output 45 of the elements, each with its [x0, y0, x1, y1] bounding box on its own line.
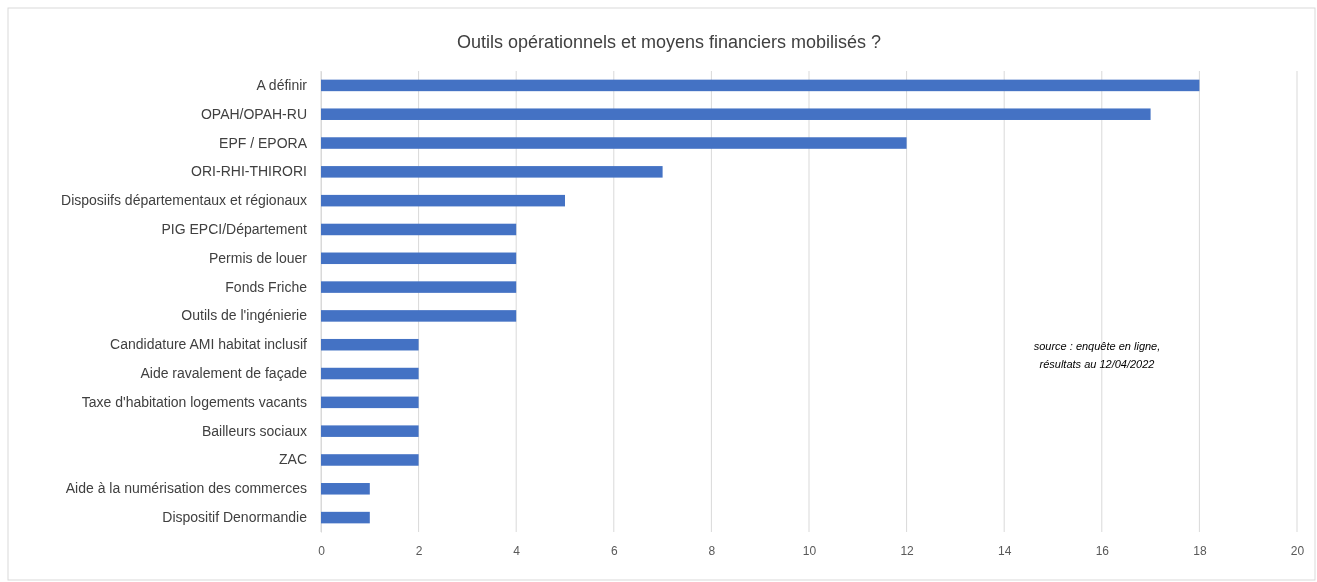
y-tick-label: Disposiifs départementaux et régionaux — [61, 192, 307, 209]
y-tick-label: Fonds Friche — [225, 278, 308, 295]
bar — [321, 511, 370, 524]
y-tick-label: Aide ravalement de façade — [140, 365, 308, 382]
x-tick-label: 4 — [513, 543, 521, 558]
y-tick-label: Dispositif Denormandie — [162, 509, 308, 526]
bar — [321, 166, 663, 178]
chart-title: Outils opérationnels et moyens financiers mobilisés ? — [456, 32, 882, 52]
x-tick-label: 14 — [998, 543, 1012, 558]
x-tick-label: 12 — [900, 543, 915, 558]
bar — [321, 281, 517, 293]
y-tick-label: ZAC — [279, 451, 307, 468]
x-tick-label: 0 — [318, 543, 326, 558]
bar — [321, 79, 1200, 92]
y-tick-label: Outils de l'ingénierie — [181, 307, 308, 324]
y-tick-label: Permis de louer — [208, 249, 308, 266]
bar — [321, 194, 565, 207]
bar — [321, 396, 419, 409]
x-tick-label: 20 — [1290, 543, 1305, 558]
annotation: source : enquête en ligne, résultats au 12/04/2022 — [1033, 340, 1161, 370]
y-tick-label: ORI-RHI-THIRORI — [191, 163, 307, 180]
y-tick-label: OPAH/OPAH-RU — [200, 105, 307, 122]
bar — [321, 367, 419, 380]
y-tick-label: PIG EPCI/Département — [161, 220, 308, 237]
y-tick-label: Bailleurs sociaux — [201, 422, 307, 439]
bar — [321, 425, 419, 437]
x-tick-label: 18 — [1193, 543, 1207, 558]
y-tick-label: Taxe d'habitation logements vacants — [81, 393, 307, 410]
x-tick-label: 8 — [708, 543, 716, 558]
bar — [321, 137, 907, 149]
bar — [321, 454, 419, 466]
x-tick-label: 6 — [610, 543, 618, 558]
y-tick-label: A définir — [256, 76, 308, 93]
y-tick-label: Candidature AMI habitat inclusif — [110, 336, 308, 353]
bar — [321, 108, 1151, 120]
x-tick-label: 10 — [802, 543, 817, 558]
y-tick-label: Aide à la numérisation des commerces — [65, 480, 307, 497]
bar — [321, 310, 517, 322]
bar — [321, 483, 370, 495]
bar — [321, 338, 419, 351]
x-tick-label: 2 — [415, 543, 423, 558]
y-tick-label: EPF / EPORA — [219, 134, 308, 151]
x-tick-label: 16 — [1095, 543, 1110, 558]
bar — [321, 252, 517, 265]
bar — [321, 223, 517, 236]
